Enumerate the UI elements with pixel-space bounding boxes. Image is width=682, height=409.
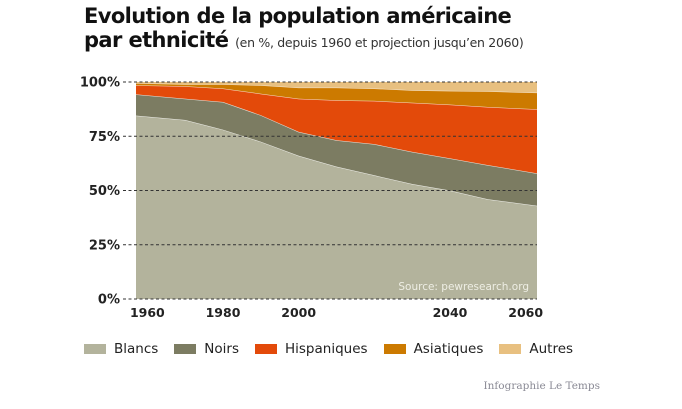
legend-swatch: [255, 344, 277, 354]
legend-swatch: [174, 344, 197, 354]
x-tick-label: 1980: [206, 305, 241, 320]
legend-swatch: [84, 344, 106, 354]
y-tick-label: 75%: [89, 130, 120, 145]
area-asiatiques: [136, 83, 537, 110]
legend-label: Hispaniques: [285, 341, 368, 357]
legend-label: Noirs: [204, 341, 239, 357]
area-noirs: [136, 94, 537, 206]
title-line-1: Evolution de la population américaine: [84, 4, 512, 28]
x-tick-label: 2060: [508, 305, 543, 320]
y-tick-label: 25%: [89, 238, 120, 253]
legend-swatch: [383, 344, 406, 354]
credit: Infographie Le Temps: [483, 380, 600, 392]
area-hispaniques: [136, 85, 537, 174]
y-tick-label: 100%: [80, 76, 120, 91]
x-tick-label: 2040: [433, 305, 468, 320]
legend-item-hispaniques: Hispaniques: [255, 341, 368, 357]
chart-subtitle: (en %, depuis 1960 et projection jusqu’e…: [235, 35, 524, 50]
legend-item-asiatiques: Asiatiques: [383, 341, 484, 357]
y-tick-label: 50%: [89, 184, 120, 199]
title-line-2: par ethnicité: [84, 28, 229, 52]
legend-label: Autres: [529, 341, 574, 357]
chart-title: Evolution de la population américaine: [84, 4, 512, 28]
legend-swatch: [499, 344, 522, 354]
x-tick-label: 2000: [281, 305, 316, 320]
legend: Blancs Noirs Hispaniques Asiatiques Autres: [84, 341, 573, 357]
legend-item-noirs: Noirs: [174, 341, 239, 357]
chart-title-line-2: par ethnicité (en %, depuis 1960 et proj…: [84, 28, 524, 55]
legend-label: Blancs: [114, 341, 159, 357]
legend-label: Asiatiques: [413, 341, 484, 357]
area-blancs: [136, 115, 537, 299]
legend-item-autres: Autres: [499, 341, 573, 357]
y-tick-label: 0%: [98, 293, 120, 308]
x-tick-label: 1960: [130, 305, 165, 320]
legend-item-blancs: Blancs: [84, 341, 158, 357]
area-autres: [136, 82, 537, 93]
source-annotation: Source: pewresearch.org: [398, 281, 529, 293]
